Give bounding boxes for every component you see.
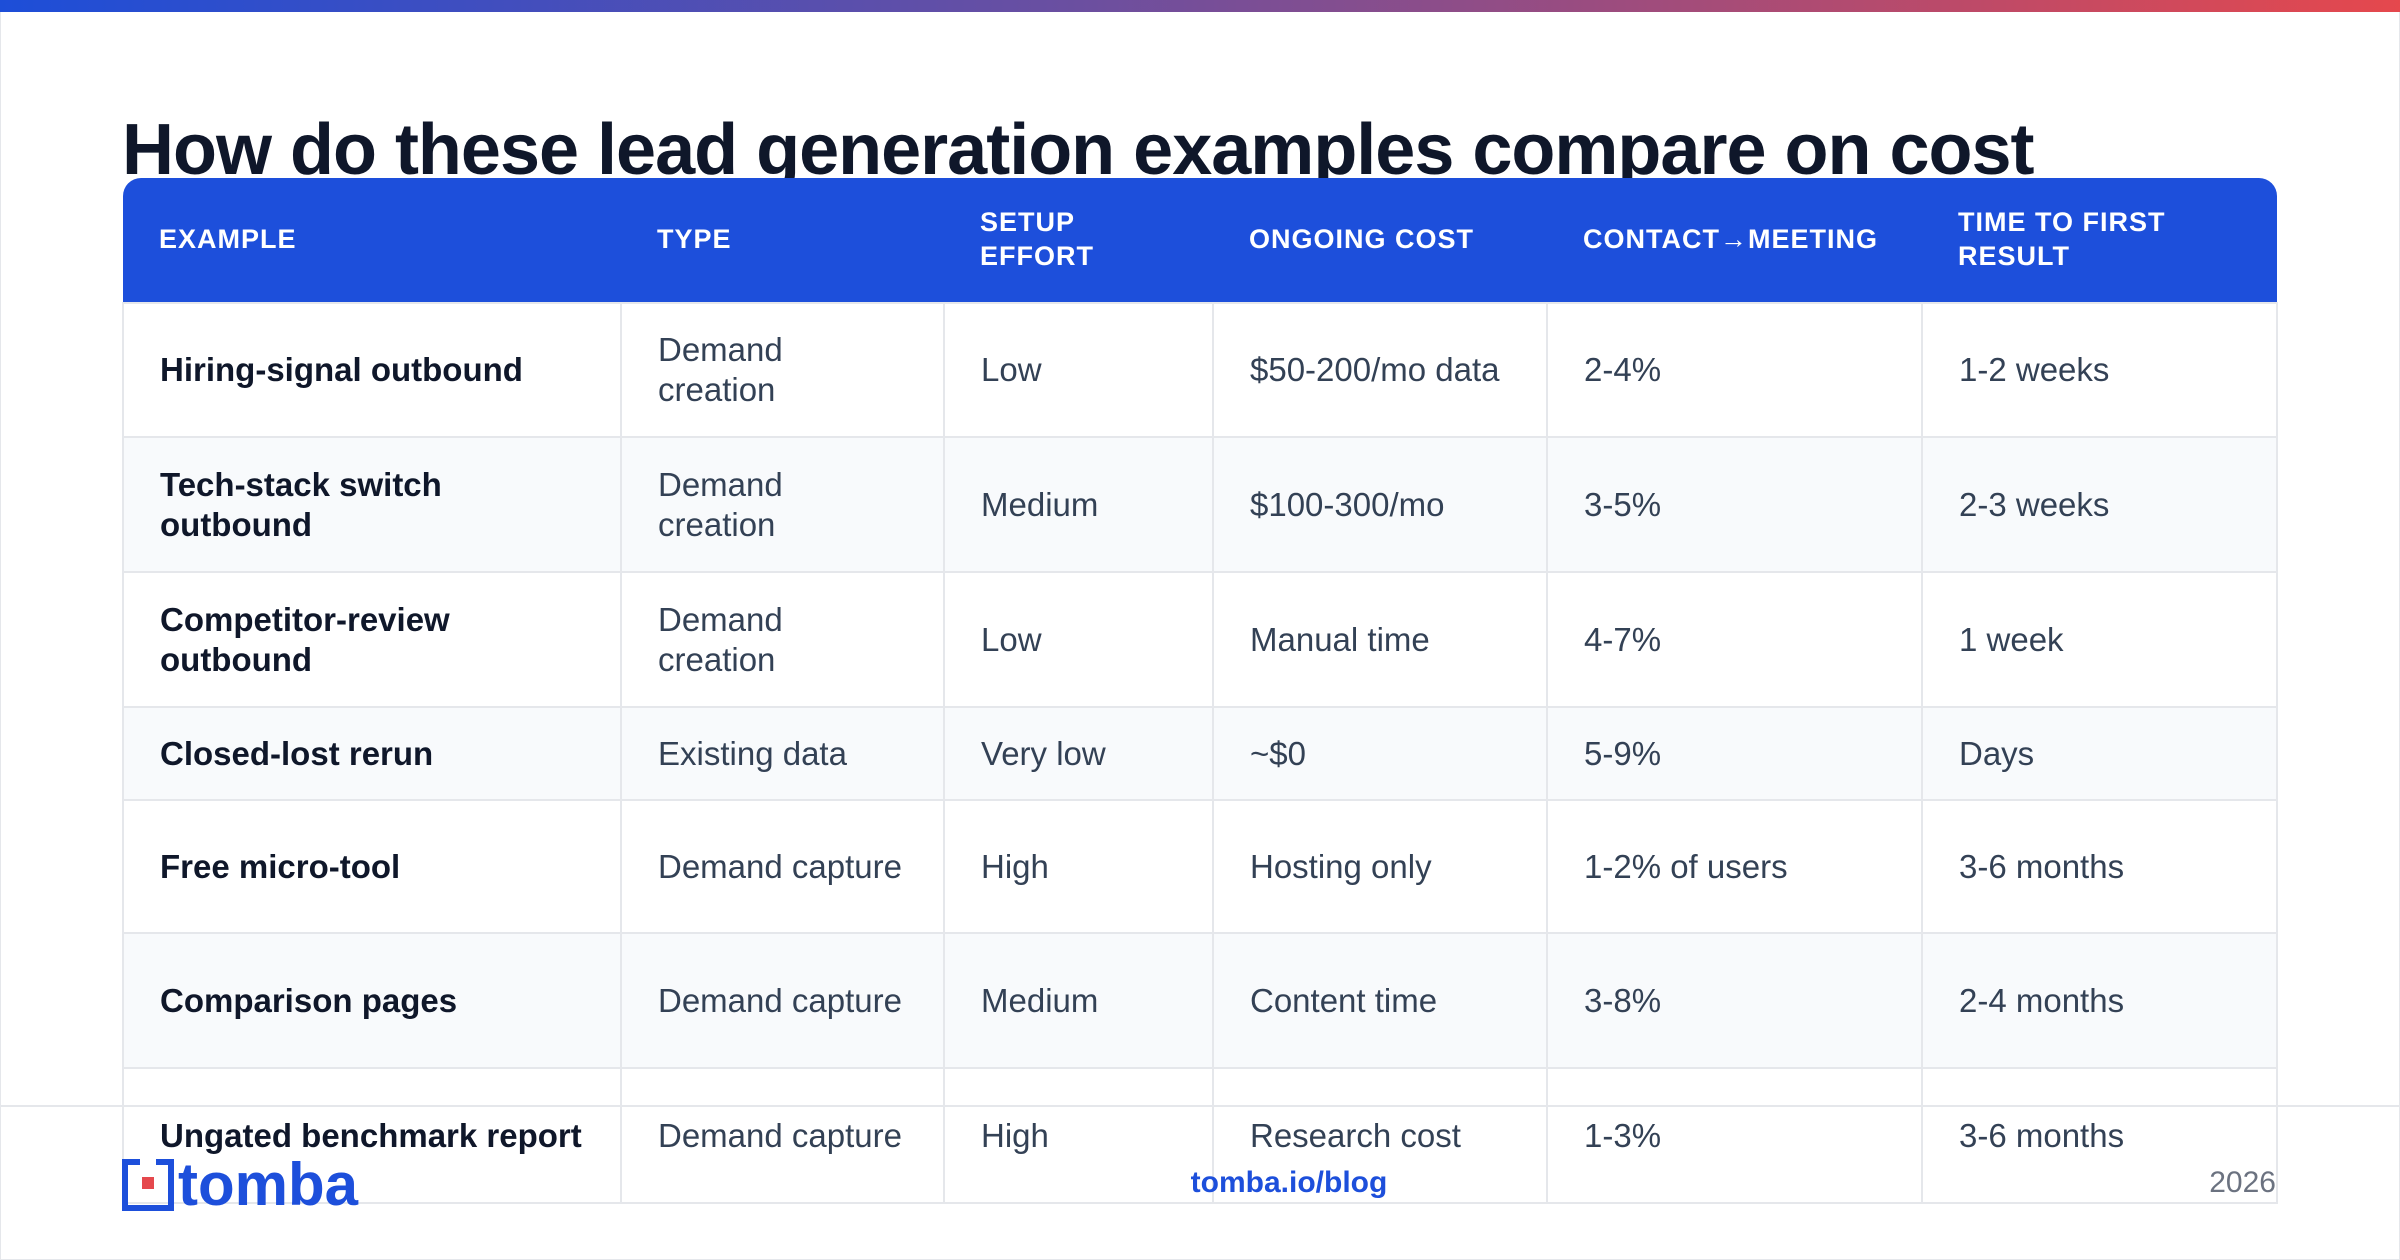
logo: tomba <box>122 1155 358 1215</box>
header-cell: TYPE <box>621 178 944 303</box>
table-cell: 1-2 weeks <box>1921 302 2278 438</box>
table-body: Hiring-signal outbound Demand creation Low… <box>122 302 2278 1204</box>
title: How do these lead generation examples co… <box>122 110 2035 190</box>
table-row: Tech-stack switch outbound Demand creatio… <box>122 436 2278 573</box>
table-cell: 3-5% <box>1546 436 1923 573</box>
table-cell: 2-3 weeks <box>1921 436 2278 573</box>
header-cell: TIME TO FIRST RESULT <box>1922 178 2277 303</box>
table-cell: Hiring-signal outbound <box>122 302 622 438</box>
table-row: Hiring-signal outbound Demand creation Low… <box>122 302 2278 438</box>
header-row: EXAMPLE TYPE SETUP EFFORT ONGOING COST CONTA… <box>123 178 2277 303</box>
top-bar <box>0 0 2400 12</box>
table-cell: Tech-stack switch outbound <box>122 436 622 573</box>
table-cell: 5-9% <box>1546 706 1923 801</box>
table-cell: Days <box>1921 706 2278 801</box>
table-cell: $100-300/mo <box>1212 436 1548 573</box>
table-cell: Demand creation <box>620 302 945 438</box>
table-cell: Manual time <box>1212 571 1548 708</box>
header-cell: EXAMPLE <box>123 178 621 303</box>
table-cell: 2-4% <box>1546 302 1923 438</box>
table-row: Comparison pages Demand capture Medium Cont… <box>122 932 2278 1069</box>
table-cell: Medium <box>943 932 1214 1069</box>
table-cell: Low <box>943 302 1214 438</box>
footer-divider <box>0 1105 2400 1107</box>
table-cell: Closed-lost rerun <box>122 706 622 801</box>
table-row: Competitor-review outbound Demand creatio… <box>122 571 2278 708</box>
table-cell: 1-2% of users <box>1546 799 1923 934</box>
table-cell: ~$0 <box>1212 706 1548 801</box>
table-cell: Demand creation <box>620 436 945 573</box>
table-row: Closed-lost rerun Existing data Very low ~$… <box>122 706 2278 801</box>
table-cell: 4-7% <box>1546 571 1923 708</box>
table-cell: Ungated benchmark report <box>122 1067 622 1204</box>
table-cell: $50-200/mo data <box>1212 302 1548 438</box>
table-cell: Research cost <box>1212 1067 1548 1204</box>
table-cell: 1-3% <box>1546 1067 1923 1204</box>
table-cell: Demand capture <box>620 1067 945 1204</box>
header-cell: SETUP EFFORT <box>944 178 1213 303</box>
header-cell: ONGOING COST <box>1213 178 1547 303</box>
table-cell: Content time <box>1212 932 1548 1069</box>
table-cell: 3-6 months <box>1921 799 2278 934</box>
table-cell: Low <box>943 571 1214 708</box>
table-cell: High <box>943 1067 1214 1204</box>
table-row: Free micro-tool Demand capture High Hosting… <box>122 799 2278 934</box>
table-cell: High <box>943 799 1214 934</box>
comparison-table: EXAMPLE TYPE SETUP EFFORT ONGOING COST CONTA… <box>122 178 2278 1204</box>
table-cell: Free micro-tool <box>122 799 622 934</box>
logo-text: tomba <box>178 1151 358 1218</box>
blog-url[interactable]: tomba.io/blog <box>1190 1166 1388 1199</box>
table-cell: Demand creation <box>620 571 945 708</box>
table-cell: Demand capture <box>620 932 945 1069</box>
table-cell: Existing data <box>620 706 945 801</box>
table-cell: 3-6 months <box>1921 1067 2278 1204</box>
table-cell: Hosting only <box>1212 799 1548 934</box>
year: 2026 <box>2209 1166 2276 1199</box>
table-cell: Competitor-review outbound <box>122 571 622 708</box>
logo-icon <box>122 1159 174 1211</box>
table-cell: 2-4 months <box>1921 932 2278 1069</box>
table-cell: Demand capture <box>620 799 945 934</box>
table-row: Ungated benchmark report Demand capture Hi… <box>122 1067 2278 1204</box>
table-cell: Medium <box>943 436 1214 573</box>
table-cell: 3-8% <box>1546 932 1923 1069</box>
header-cell: CONTACT→MEETING <box>1547 178 1922 303</box>
table-cell: Comparison pages <box>122 932 622 1069</box>
table-cell: Very low <box>943 706 1214 801</box>
table-cell: 1 week <box>1921 571 2278 708</box>
